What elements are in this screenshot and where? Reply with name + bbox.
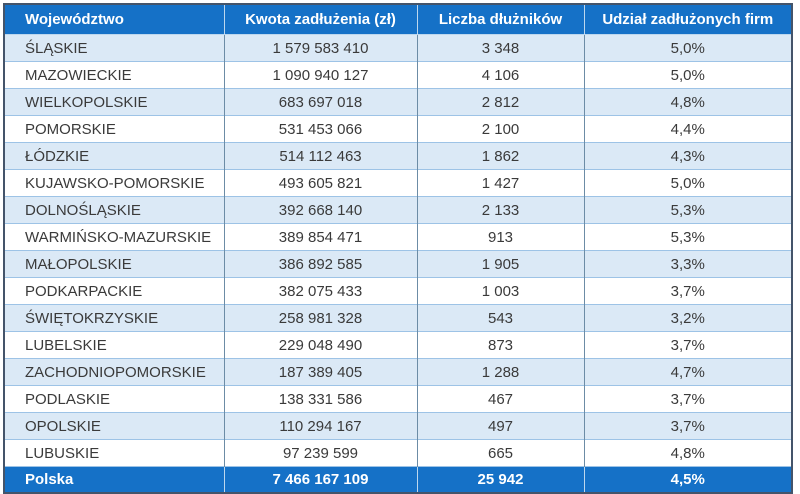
table-row: ŚLĄSKIE 1 579 583 410 3 348 5,0% <box>4 34 792 62</box>
debtor-count-cell: 1 427 <box>416 169 584 197</box>
table-row: ŚWIĘTOKRZYSKIE 258 981 328 543 3,2% <box>4 304 792 332</box>
column-header-voivodeship: Województwo <box>4 4 224 35</box>
total-debtors-cell: 25 942 <box>416 466 584 493</box>
table-row: MAŁOPOLSKIE 386 892 585 1 905 3,3% <box>4 250 792 278</box>
table-row: PODLASKIE 138 331 586 467 3,7% <box>4 385 792 413</box>
region-cell: PODLASKIE <box>4 385 224 413</box>
debt-amount-cell: 229 048 490 <box>223 331 417 359</box>
debt-amount-cell: 514 112 463 <box>223 142 417 170</box>
region-cell: ŁÓDZKIE <box>4 142 224 170</box>
table-row: LUBELSKIE 229 048 490 873 3,7% <box>4 331 792 359</box>
share-cell: 3,7% <box>583 277 792 305</box>
table-row: ŁÓDZKIE 514 112 463 1 862 4,3% <box>4 142 792 170</box>
debtor-count-cell: 1 862 <box>416 142 584 170</box>
header-row: Województwo Kwota zadłużenia (zł) Liczba… <box>4 4 792 35</box>
table-body: ŚLĄSKIE 1 579 583 410 3 348 5,0% MAZOWIECKIE… <box>4 34 792 467</box>
debt-by-voivodeship-table: Województwo Kwota zadłużenia (zł) Liczba… <box>3 3 793 494</box>
debt-amount-cell: 187 389 405 <box>223 358 417 386</box>
total-label-cell: Polska <box>4 466 224 493</box>
region-cell: ZACHODNIOPOMORSKIE <box>4 358 224 386</box>
debt-amount-cell: 386 892 585 <box>223 250 417 278</box>
debt-table-container: Województwo Kwota zadłużenia (zł) Liczba… <box>3 3 793 494</box>
debtor-count-cell: 2 133 <box>416 196 584 224</box>
region-cell: ŚWIĘTOKRZYSKIE <box>4 304 224 332</box>
region-cell: MAŁOPOLSKIE <box>4 250 224 278</box>
region-cell: DOLNOŚLĄSKIE <box>4 196 224 224</box>
region-cell: LUBELSKIE <box>4 331 224 359</box>
debtor-count-cell: 1 288 <box>416 358 584 386</box>
region-cell: LUBUSKIE <box>4 439 224 467</box>
share-cell: 5,3% <box>583 223 792 251</box>
share-cell: 5,0% <box>583 34 792 62</box>
column-header-indebted-share: Udział zadłużonych firm <box>583 4 792 35</box>
column-header-debtor-count: Liczba dłużników <box>416 4 584 35</box>
share-cell: 4,3% <box>583 142 792 170</box>
debt-amount-cell: 110 294 167 <box>223 412 417 440</box>
share-cell: 4,4% <box>583 115 792 143</box>
table-footer: Polska 7 466 167 109 25 942 4,5% <box>4 466 792 493</box>
region-cell: POMORSKIE <box>4 115 224 143</box>
table-row: KUJAWSKO-POMORSKIE 493 605 821 1 427 5,0% <box>4 169 792 197</box>
share-cell: 3,7% <box>583 385 792 413</box>
total-row: Polska 7 466 167 109 25 942 4,5% <box>4 466 792 493</box>
debtor-count-cell: 873 <box>416 331 584 359</box>
debtor-count-cell: 2 100 <box>416 115 584 143</box>
debtor-count-cell: 543 <box>416 304 584 332</box>
debt-amount-cell: 138 331 586 <box>223 385 417 413</box>
debt-amount-cell: 389 854 471 <box>223 223 417 251</box>
share-cell: 3,7% <box>583 412 792 440</box>
debt-amount-cell: 1 579 583 410 <box>223 34 417 62</box>
debt-amount-cell: 258 981 328 <box>223 304 417 332</box>
debtor-count-cell: 467 <box>416 385 584 413</box>
debt-amount-cell: 392 668 140 <box>223 196 417 224</box>
debt-amount-cell: 97 239 599 <box>223 439 417 467</box>
debt-amount-cell: 1 090 940 127 <box>223 61 417 89</box>
share-cell: 4,7% <box>583 358 792 386</box>
debtor-count-cell: 497 <box>416 412 584 440</box>
share-cell: 3,3% <box>583 250 792 278</box>
debtor-count-cell: 4 106 <box>416 61 584 89</box>
table-row: OPOLSKIE 110 294 167 497 3,7% <box>4 412 792 440</box>
debt-amount-cell: 382 075 433 <box>223 277 417 305</box>
region-cell: WARMIŃSKO-MAZURSKIE <box>4 223 224 251</box>
share-cell: 5,0% <box>583 169 792 197</box>
debtor-count-cell: 1 905 <box>416 250 584 278</box>
table-row: MAZOWIECKIE 1 090 940 127 4 106 5,0% <box>4 61 792 89</box>
region-cell: ŚLĄSKIE <box>4 34 224 62</box>
table-row: DOLNOŚLĄSKIE 392 668 140 2 133 5,3% <box>4 196 792 224</box>
debtor-count-cell: 665 <box>416 439 584 467</box>
region-cell: KUJAWSKO-POMORSKIE <box>4 169 224 197</box>
table-header: Województwo Kwota zadłużenia (zł) Liczba… <box>4 4 792 35</box>
region-cell: WIELKOPOLSKIE <box>4 88 224 116</box>
region-cell: PODKARPACKIE <box>4 277 224 305</box>
table-row: LUBUSKIE 97 239 599 665 4,8% <box>4 439 792 467</box>
share-cell: 4,8% <box>583 88 792 116</box>
table-row: ZACHODNIOPOMORSKIE 187 389 405 1 288 4,7% <box>4 358 792 386</box>
debt-amount-cell: 531 453 066 <box>223 115 417 143</box>
table-row: WARMIŃSKO-MAZURSKIE 389 854 471 913 5,3% <box>4 223 792 251</box>
share-cell: 3,2% <box>583 304 792 332</box>
debtor-count-cell: 3 348 <box>416 34 584 62</box>
table-row: POMORSKIE 531 453 066 2 100 4,4% <box>4 115 792 143</box>
share-cell: 5,0% <box>583 61 792 89</box>
total-debt-cell: 7 466 167 109 <box>223 466 417 493</box>
column-header-debt-amount: Kwota zadłużenia (zł) <box>223 4 417 35</box>
region-cell: MAZOWIECKIE <box>4 61 224 89</box>
table-row: PODKARPACKIE 382 075 433 1 003 3,7% <box>4 277 792 305</box>
share-cell: 3,7% <box>583 331 792 359</box>
share-cell: 5,3% <box>583 196 792 224</box>
debtor-count-cell: 913 <box>416 223 584 251</box>
debtor-count-cell: 1 003 <box>416 277 584 305</box>
region-cell: OPOLSKIE <box>4 412 224 440</box>
table-row: WIELKOPOLSKIE 683 697 018 2 812 4,8% <box>4 88 792 116</box>
debt-amount-cell: 683 697 018 <box>223 88 417 116</box>
debt-amount-cell: 493 605 821 <box>223 169 417 197</box>
share-cell: 4,8% <box>583 439 792 467</box>
total-share-cell: 4,5% <box>583 466 792 493</box>
debtor-count-cell: 2 812 <box>416 88 584 116</box>
